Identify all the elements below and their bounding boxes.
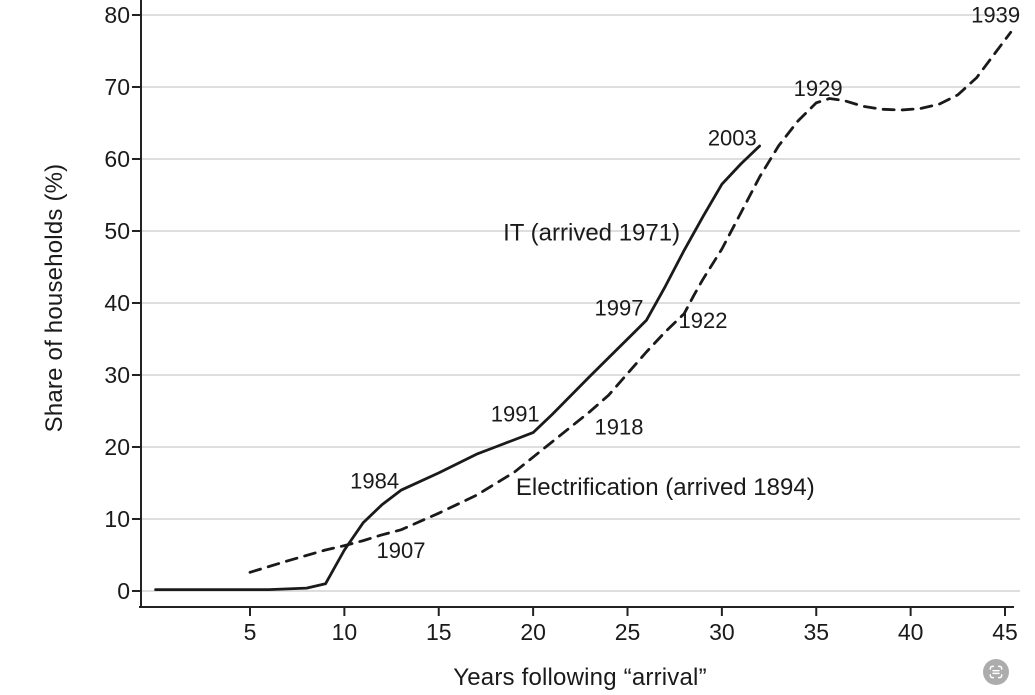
x-tick-label: 20 [520,619,546,645]
y-tick-label: 70 [104,74,130,100]
y-axis-title: Share of households (%) [41,163,68,433]
y-tick-label: 60 [104,146,130,172]
y-tick-label: 20 [104,434,130,460]
x-tick-label: 15 [426,619,452,645]
x-tick-label: 45 [992,619,1018,645]
x-tick-label: 40 [898,619,924,645]
x-axis-title: Years following “arrival” [453,664,707,691]
x-tick-label: 30 [709,619,735,645]
year-annotation: 1997 [595,296,644,321]
year-annotation: 1907 [377,538,426,563]
x-tick-label: 10 [332,619,358,645]
y-tick-label: 40 [104,290,130,316]
year-annotation: 1922 [679,308,728,333]
y-tick-label: 80 [104,2,130,28]
y-tick-label: 0 [117,578,130,604]
y-tick-label: 50 [104,218,130,244]
scan-text-icon [989,665,1003,679]
series-line-electrification [248,30,1013,574]
series-inline-label: Electrification (arrived 1894) [516,474,815,501]
year-annotation: 2003 [708,126,757,151]
series-inline-label: IT (arrived 1971) [503,220,680,247]
year-annotation: 1984 [350,468,399,493]
year-annotation: 1939 [971,3,1020,28]
y-tick-label: 30 [104,362,130,388]
x-tick-label: 25 [615,619,641,645]
year-annotation: 1929 [794,76,843,101]
year-annotation: 1991 [491,401,540,426]
scan-text-badge[interactable] [983,659,1009,685]
series-line-it [154,144,761,591]
x-tick-label: 35 [803,619,829,645]
x-tick-label: 5 [244,619,257,645]
y-tick-label: 10 [104,506,130,532]
year-annotation: 1918 [595,414,644,439]
